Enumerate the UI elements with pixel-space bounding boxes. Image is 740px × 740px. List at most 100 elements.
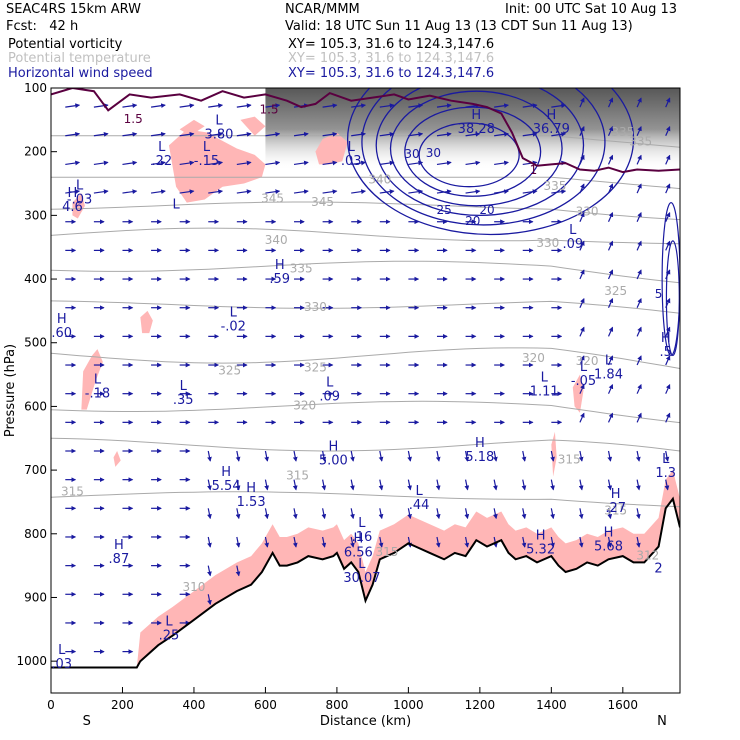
extremum-value: .60 bbox=[51, 326, 72, 341]
wind-vector bbox=[579, 126, 585, 137]
extremum-marker: H bbox=[68, 186, 78, 201]
extremum-marker: H bbox=[353, 532, 363, 547]
wind-vector bbox=[665, 126, 671, 137]
wind-speed-contour bbox=[418, 122, 520, 188]
wind-vector bbox=[493, 479, 498, 491]
theta-label: 330 bbox=[576, 204, 599, 218]
extremum-marker: H bbox=[328, 439, 338, 454]
wind-vector bbox=[150, 103, 166, 109]
wind-vector bbox=[292, 536, 298, 548]
wind-vector bbox=[321, 508, 327, 520]
wind-vector bbox=[150, 131, 166, 137]
extremum-marker: H bbox=[246, 481, 256, 496]
wind-vector bbox=[236, 131, 252, 137]
extremum-value: -.05 bbox=[571, 374, 596, 389]
wind-vector bbox=[665, 240, 671, 251]
wind-vector bbox=[207, 508, 212, 520]
extremum-marker: L bbox=[203, 140, 211, 155]
wind-vector bbox=[494, 160, 509, 166]
extremum-value: .5 bbox=[660, 345, 672, 360]
x-tick-label: 1000 bbox=[393, 698, 424, 712]
y-tick-label: 700 bbox=[24, 463, 47, 477]
extremum-value: .25 bbox=[159, 629, 180, 644]
extremum-marker: H bbox=[536, 529, 546, 544]
extremum-value: .87 bbox=[109, 552, 130, 567]
wind-vector bbox=[493, 508, 498, 520]
wind-vector bbox=[579, 97, 585, 108]
wind-vector bbox=[550, 450, 555, 462]
valid-time: Valid: 18 UTC Sun 11 Aug 13 (13 CDT Sun … bbox=[285, 19, 633, 34]
wind-vector bbox=[551, 103, 567, 109]
extremum-marker: H bbox=[611, 487, 621, 502]
theta-label: 340 bbox=[368, 173, 391, 187]
wind-vector bbox=[607, 269, 614, 280]
wind-vector bbox=[322, 160, 338, 166]
extremum-value: .09 bbox=[562, 237, 583, 252]
wind-vector bbox=[350, 508, 355, 520]
wind-vector bbox=[322, 131, 338, 137]
wind-vector bbox=[579, 383, 585, 394]
y-tick-label: 600 bbox=[24, 399, 47, 413]
wind-vector bbox=[494, 103, 509, 109]
wind-vector bbox=[521, 450, 527, 462]
pv-pink-region bbox=[72, 193, 85, 219]
extremum-marker: L bbox=[165, 615, 173, 630]
pv-pink-region bbox=[81, 349, 103, 410]
extremum-marker: L bbox=[180, 379, 188, 394]
wind-vector bbox=[665, 326, 671, 337]
theta-label: 325 bbox=[604, 284, 627, 298]
extremum-marker: H bbox=[57, 312, 67, 327]
wind-speed-contour bbox=[404, 106, 542, 197]
wind-vector bbox=[350, 450, 355, 462]
theta-label: 335 bbox=[611, 125, 634, 139]
pv-label: 1 bbox=[530, 163, 538, 177]
wind-vector bbox=[579, 212, 585, 222]
extremum-marker: L bbox=[358, 516, 366, 531]
theta-isoline bbox=[51, 300, 680, 314]
theta-isoline bbox=[51, 260, 680, 284]
theta-label: 330 bbox=[536, 236, 559, 250]
wind-vector bbox=[578, 479, 584, 491]
wind-vector bbox=[322, 189, 338, 195]
wind-vector bbox=[435, 508, 441, 520]
wind-vector bbox=[522, 131, 538, 137]
extremum-value: .22 bbox=[151, 154, 172, 169]
model-title: SEAC4RS 15km ARW bbox=[6, 2, 142, 17]
wind-vector bbox=[65, 131, 81, 137]
extremum-value: -.18 bbox=[85, 387, 110, 402]
extremum-value: -.03 bbox=[67, 192, 92, 207]
wind-vector bbox=[522, 160, 538, 166]
wind-vector bbox=[264, 508, 270, 520]
extremum-value: 5.32 bbox=[526, 543, 555, 558]
wind-vector bbox=[235, 536, 241, 548]
extremum-value: .03 bbox=[341, 154, 362, 169]
wind-speed-label: 5 bbox=[655, 287, 663, 301]
wind-vector bbox=[351, 160, 366, 166]
wind-vector bbox=[636, 297, 642, 308]
wind-vector bbox=[208, 160, 224, 166]
wind-vector bbox=[464, 536, 470, 548]
wind-vector bbox=[636, 355, 642, 366]
wind-vector bbox=[464, 450, 470, 462]
theta-isoline bbox=[51, 176, 680, 190]
wind-vector bbox=[607, 412, 614, 423]
wind-vector bbox=[292, 450, 298, 462]
wind-vector bbox=[236, 160, 252, 166]
wind-vector bbox=[665, 412, 671, 423]
wind-vector bbox=[408, 160, 424, 166]
wind-vector bbox=[607, 355, 614, 366]
extremum-marker: H bbox=[275, 258, 285, 273]
wind-vector bbox=[521, 508, 527, 520]
wind-vector bbox=[236, 189, 252, 195]
theta-label: 335 bbox=[629, 134, 652, 148]
pv-label: 1.5 bbox=[259, 102, 278, 116]
wind-vector bbox=[265, 189, 281, 195]
wind-vector bbox=[378, 450, 384, 462]
extremum-marker: L bbox=[569, 223, 577, 238]
wind-vector bbox=[351, 131, 366, 137]
wind-vector bbox=[665, 154, 671, 165]
wind-vector bbox=[293, 189, 309, 195]
wind-speed-contour bbox=[375, 88, 585, 216]
extremum-value: .27 bbox=[605, 501, 626, 516]
theta-isoline bbox=[51, 491, 680, 508]
